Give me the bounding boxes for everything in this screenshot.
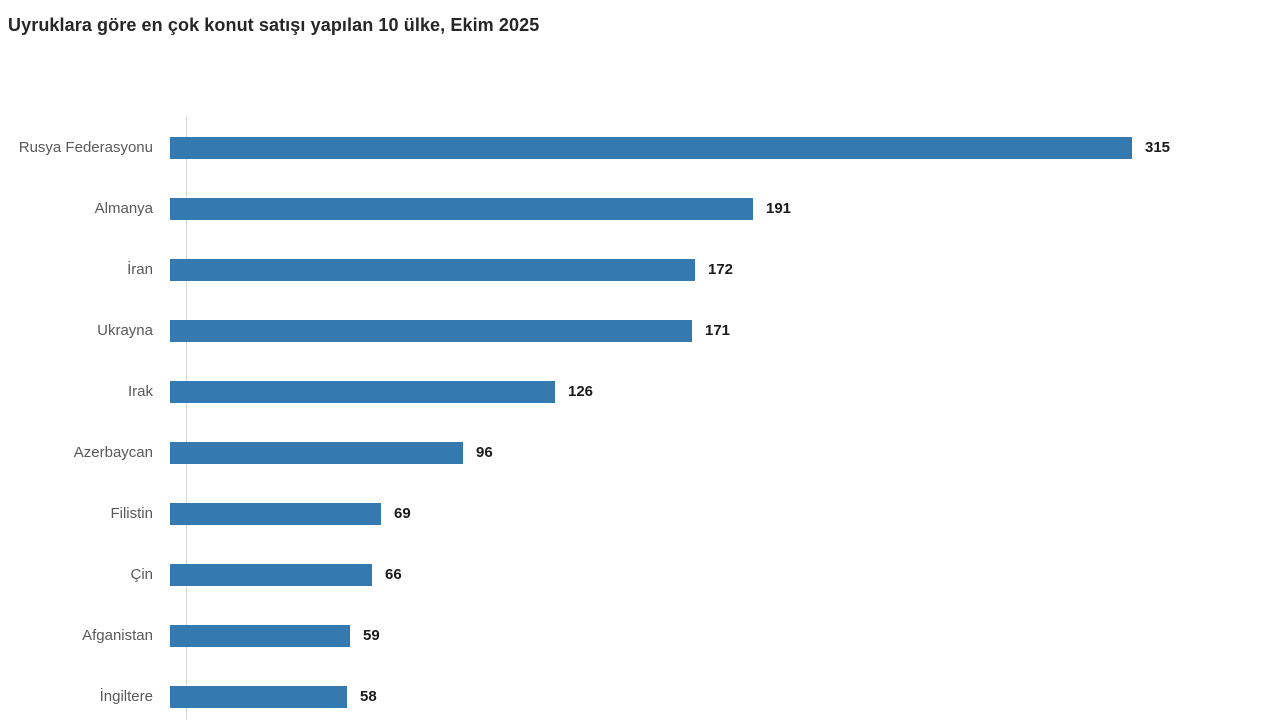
bar-area: 126	[170, 361, 1280, 422]
bar-area: 315	[170, 117, 1280, 178]
bar	[170, 380, 555, 403]
bar-area: 58	[170, 666, 1280, 720]
bar-row: Almanya 191	[0, 178, 1280, 239]
category-label: İran	[127, 261, 153, 278]
value-label: 191	[766, 200, 792, 217]
category-label: Çin	[130, 566, 153, 583]
value-label: 171	[705, 322, 731, 339]
value-label: 69	[394, 505, 411, 522]
value-label: 96	[476, 444, 493, 461]
value-label: 315	[1145, 139, 1171, 156]
bar-row: Afganistan 59	[0, 605, 1280, 666]
bar-area: 191	[170, 178, 1280, 239]
bar-chart: Rusya Federasyonu 315 Almanya 191 İran 1…	[0, 117, 1280, 720]
bar-row: Irak 126	[0, 361, 1280, 422]
value-label: 126	[568, 383, 594, 400]
bar-row: İran 172	[0, 239, 1280, 300]
bar-area: 96	[170, 422, 1280, 483]
category-label: Azerbaycan	[73, 444, 153, 461]
bar	[170, 197, 753, 220]
bar	[170, 136, 1132, 159]
value-label: 172	[708, 261, 734, 278]
bar	[170, 563, 372, 586]
bar-area: 66	[170, 544, 1280, 605]
bar	[170, 258, 695, 281]
bar-row: İngiltere 58	[0, 666, 1280, 720]
bar	[170, 685, 347, 708]
category-label: Rusya Federasyonu	[18, 139, 153, 156]
bar-row: Rusya Federasyonu 315	[0, 117, 1280, 178]
bar	[170, 502, 381, 525]
bar-row: Filistin 69	[0, 483, 1280, 544]
bar-area: 69	[170, 483, 1280, 544]
bar-row: Çin 66	[0, 544, 1280, 605]
bar-row: Azerbaycan 96	[0, 422, 1280, 483]
bar	[170, 624, 350, 647]
value-label: 58	[360, 688, 377, 705]
category-label: Filistin	[110, 505, 153, 522]
chart-title: Uyruklara göre en çok konut satışı yapıl…	[8, 15, 540, 35]
y-axis-line	[186, 117, 187, 720]
bar-area: 172	[170, 239, 1280, 300]
value-label: 66	[385, 566, 402, 583]
bar-area: 171	[170, 300, 1280, 361]
category-label: Ukrayna	[97, 322, 153, 339]
value-label: 59	[363, 627, 380, 644]
bar-row: Ukrayna 171	[0, 300, 1280, 361]
category-label: İngiltere	[99, 688, 153, 705]
bar-area: 59	[170, 605, 1280, 666]
category-label: Irak	[127, 383, 153, 400]
category-label: Afganistan	[82, 627, 153, 644]
category-label: Almanya	[94, 200, 153, 217]
bar	[170, 319, 692, 342]
bar	[170, 441, 463, 464]
